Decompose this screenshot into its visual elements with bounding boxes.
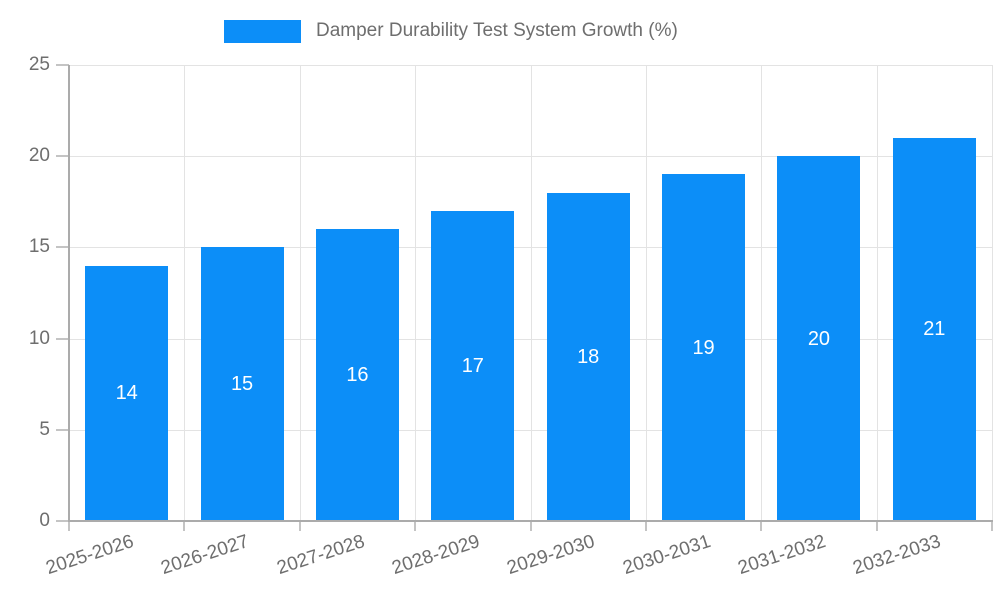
gridline-vertical xyxy=(530,65,532,521)
x-axis-tick xyxy=(414,521,417,531)
y-axis-tick-label: 20 xyxy=(28,145,50,167)
y-axis-tick-label: 0 xyxy=(39,510,50,531)
bar-value-label: 18 xyxy=(577,345,600,368)
x-axis-line xyxy=(68,520,993,522)
y-axis-tick-label: 10 xyxy=(28,327,50,349)
x-axis-tick xyxy=(991,521,993,531)
bar[interactable] xyxy=(85,265,169,520)
x-axis-category-label: 2030-2031 xyxy=(620,531,714,580)
y-axis-tick xyxy=(56,337,69,340)
y-axis-tick-label: 15 xyxy=(28,236,50,258)
bar[interactable] xyxy=(431,210,515,520)
bar[interactable] xyxy=(200,247,284,520)
x-axis-tick xyxy=(760,521,763,531)
bar[interactable] xyxy=(662,174,746,520)
bar[interactable] xyxy=(546,192,630,520)
x-axis-category-label: 2027-2028 xyxy=(274,531,367,580)
bar-value-label: 14 xyxy=(115,382,138,405)
gridline-vertical xyxy=(415,65,417,521)
gridline-vertical xyxy=(645,65,647,521)
x-axis-category-label: 2028-2029 xyxy=(389,531,483,580)
bar-value-label: 17 xyxy=(461,354,484,377)
bar[interactable] xyxy=(777,156,861,520)
x-axis-category-label: 2025-2026 xyxy=(43,531,137,580)
bar[interactable] xyxy=(315,229,399,520)
x-axis-tick xyxy=(529,521,532,531)
x-axis-category-label: 2029-2030 xyxy=(504,531,598,580)
gridline-vertical xyxy=(761,65,763,521)
bar-value-label: 21 xyxy=(923,318,946,341)
y-axis-tick-label: 5 xyxy=(39,418,50,440)
legend-label: Damper Durability Test System Growth (%) xyxy=(316,20,678,41)
x-axis-category-label: 2032-2033 xyxy=(850,531,944,580)
legend-item[interactable]: Damper Durability Test System Growth (%) xyxy=(224,19,678,43)
bar-value-label: 16 xyxy=(346,364,369,387)
x-axis-tick xyxy=(875,521,878,531)
y-axis-tick-label: 25 xyxy=(28,54,50,75)
bar-value-label: 15 xyxy=(230,373,254,396)
y-axis-tick xyxy=(56,64,69,66)
x-axis-tick xyxy=(183,521,186,531)
y-axis-tick xyxy=(56,155,69,158)
y-axis-line xyxy=(68,65,70,522)
bar[interactable] xyxy=(892,137,976,520)
x-axis-category-label: 2031-2032 xyxy=(735,531,829,580)
y-axis-tick xyxy=(56,246,69,249)
gridline-vertical xyxy=(184,65,186,521)
x-axis-tick xyxy=(644,521,647,531)
x-axis-category-label: 2026-2027 xyxy=(158,531,252,580)
y-axis-tick xyxy=(56,428,69,431)
y-axis-tick xyxy=(56,520,69,522)
x-axis-tick xyxy=(298,521,301,531)
legend-swatch-icon xyxy=(224,19,301,43)
bar-value-label: 20 xyxy=(807,327,831,350)
gridline-vertical xyxy=(992,65,993,521)
gridline-vertical xyxy=(299,65,301,521)
gridline-vertical xyxy=(876,65,878,521)
x-axis-tick xyxy=(68,521,70,531)
bar-value-label: 19 xyxy=(692,336,715,359)
